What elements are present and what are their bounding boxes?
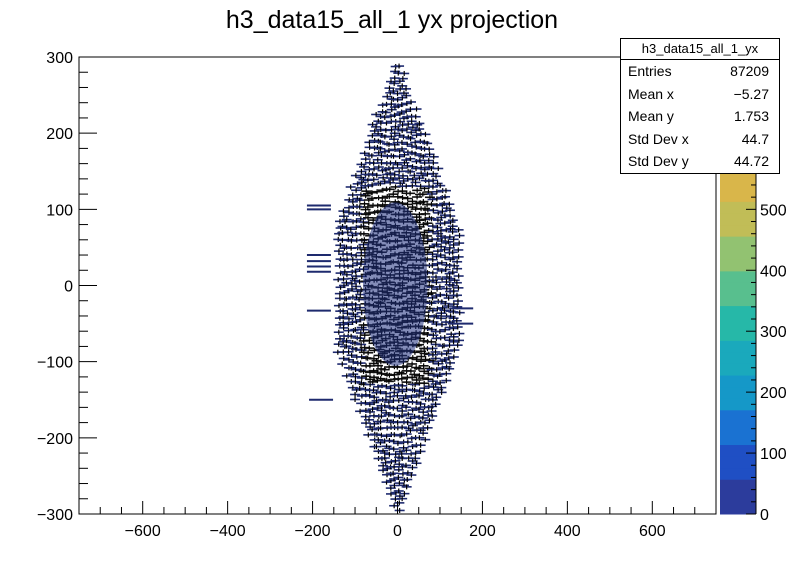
colorbar-band [720,247,756,260]
x-tick-label: 200 [469,523,496,540]
colorbar-band [720,212,756,226]
colorbar-band [720,178,756,191]
colorbar-band [720,236,756,249]
y-tick-label: 200 [46,126,73,143]
stats-label: Entries [628,63,672,79]
stats-value: 1.753 [733,108,769,125]
stats-row-mean-x: Mean x −5.27 [621,83,779,106]
colorbar-band [720,363,756,376]
stats-row-std-y: Std Dev y 44.72 [621,150,779,173]
stats-label: Std Dev y [628,153,689,170]
colorbar-band [720,386,756,399]
colorbar-band [720,189,756,202]
colorbar-band [720,409,756,422]
colorbar-band [720,317,756,330]
colorbar-tick-label: 300 [760,324,787,341]
colorbar-band [720,490,756,503]
colorbar-band [720,201,756,214]
stats-label: Std Dev x [628,130,689,147]
colorbar-band [720,398,756,411]
stats-value: 44.72 [733,153,769,170]
colorbar-band [720,259,756,272]
colorbar-band [720,375,756,388]
colorbar-band [720,270,756,283]
x-tick-label: −600 [125,523,161,540]
x-tick-label: −400 [210,523,246,540]
x-tick-label: 0 [393,523,402,540]
x-tick-label: 600 [639,523,666,540]
colorbar-band [720,294,756,307]
stats-row-mean-y: Mean y 1.753 [621,105,779,128]
stats-title: h3_data15_all_1_yx [621,39,779,60]
colorbar-tick-label: 400 [760,263,787,280]
stats-row-entries: Entries 87209 [621,60,779,83]
x-tick-label: 400 [554,523,581,540]
colorbar-band [720,282,756,295]
stats-value: 87209 [730,63,769,79]
y-tick-label: −300 [37,507,73,524]
colorbar-band [720,502,756,515]
colorbar-tick-label: 500 [760,202,787,219]
data-core [362,202,428,366]
x-tick-label: −200 [295,523,331,540]
colorbar-band [720,224,756,237]
colorbar-band [720,444,756,457]
y-tick-label: −100 [37,355,73,372]
colorbar-band [720,328,756,341]
stats-label: Mean x [628,85,674,102]
chart-title: h3_data15_all_1 yx projection [226,6,558,34]
stats-value: 44.7 [741,130,769,147]
colorbar-band [720,456,756,469]
colorbar-band [720,479,756,492]
stats-row-std-x: Std Dev x 44.7 [621,128,779,151]
y-tick-label: 100 [46,202,73,219]
colorbar-tick-label: 0 [760,507,769,524]
colorbar-band [720,432,756,446]
stats-label: Mean y [628,108,674,125]
stats-box: h3_data15_all_1_yx Entries 87209 Mean x … [620,38,780,174]
colorbar-band [720,421,756,434]
colorbar-band [720,340,756,353]
stats-value: −5.27 [733,85,769,102]
y-tick-label: 300 [46,50,73,67]
colorbar-tick-label: 100 [760,446,787,463]
y-tick-label: 0 [64,279,73,296]
y-tick-label: −200 [37,431,73,448]
colorbar-band [720,467,756,480]
colorbar-tick-label: 200 [760,385,787,402]
colorbar-band [720,351,756,364]
colorbar-band [720,305,756,318]
